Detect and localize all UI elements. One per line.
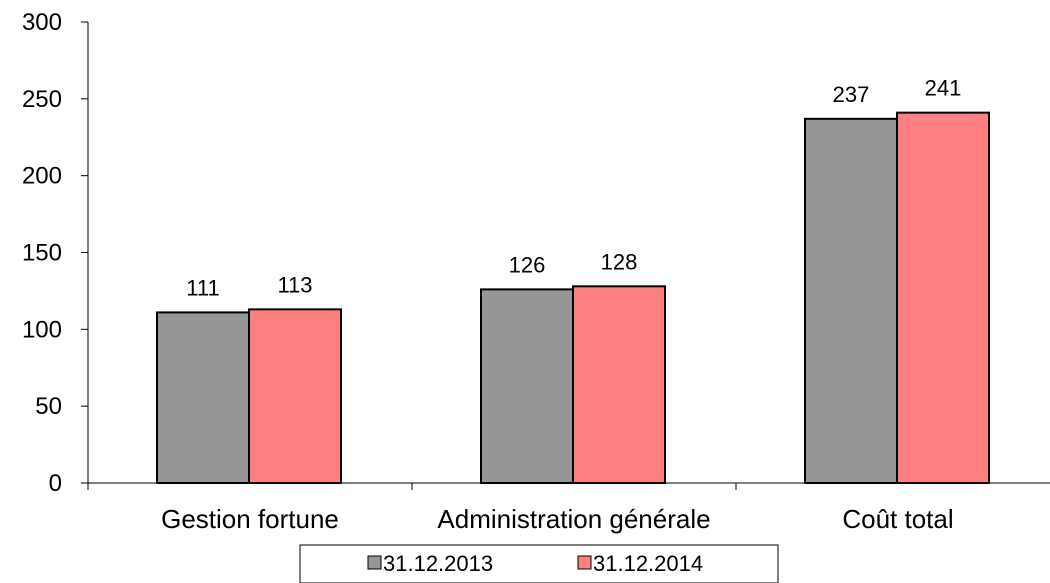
y-tick-label: 100 (22, 316, 62, 343)
y-tick-label: 50 (35, 393, 62, 420)
y-tick-label: 250 (22, 86, 62, 113)
y-tick-label: 0 (49, 470, 62, 497)
y-tick-label: 150 (22, 240, 62, 267)
bar-series-1 (480, 288, 574, 484)
legend-label: 31.12.2014 (593, 551, 703, 576)
bar-series-2 (896, 111, 990, 484)
x-category-label: Administration générale (437, 504, 710, 534)
bar-series-2 (572, 285, 666, 484)
chart-labels: Gestion fortune Administration générale Co… (161, 76, 961, 534)
data-label: 237 (833, 82, 870, 107)
data-label: 241 (925, 76, 962, 101)
bar-series-1 (804, 117, 898, 484)
data-label: 126 (509, 252, 546, 277)
chart-bars (156, 111, 990, 484)
legend-swatch (577, 555, 592, 570)
data-label: 128 (601, 249, 638, 274)
chart-legend: 31.12.2013 31.12.2014 (299, 544, 779, 583)
legend-swatch (367, 555, 382, 570)
legend-label: 31.12.2013 (383, 551, 493, 576)
data-label: 113 (277, 272, 312, 297)
x-category-label: Coût total (842, 504, 953, 534)
bar-series-1 (156, 311, 250, 484)
x-category-label: Gestion fortune (161, 504, 339, 534)
y-tick-label: 200 (22, 163, 62, 190)
y-tick-label: 300 (22, 9, 62, 36)
bar-series-2 (248, 308, 342, 484)
data-label: 111 (186, 275, 219, 300)
